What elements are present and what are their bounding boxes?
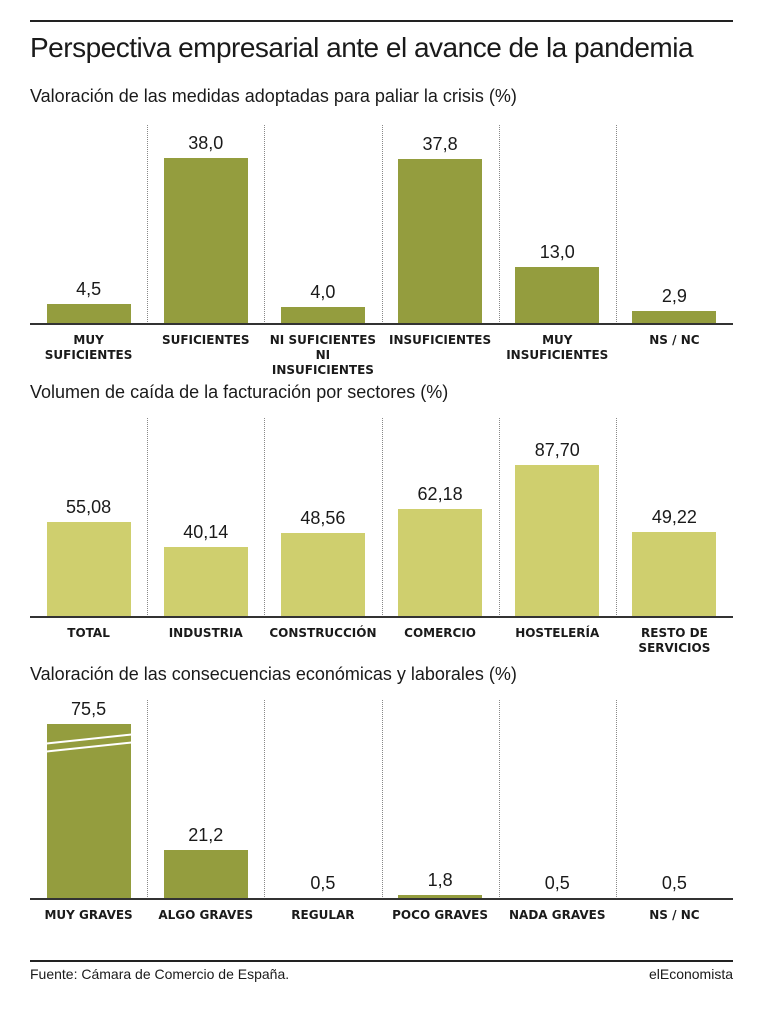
bar (46, 521, 131, 617)
category-label: INDUSTRIA (168, 626, 243, 640)
category-label: NI SUFICIENTES NI INSUFICIENTES (269, 333, 377, 377)
column-separator (615, 125, 617, 324)
bar (398, 158, 483, 324)
category-label: MUY INSUFICIENTES (506, 333, 609, 362)
bar (398, 509, 483, 617)
column-separator (381, 700, 383, 899)
value-label: 55,08 (66, 496, 112, 517)
value-label: 4,5 (76, 279, 102, 300)
bottom-rule (30, 960, 733, 962)
value-label: 21,2 (188, 824, 224, 845)
value-label: 0,5 (544, 872, 570, 893)
bar (163, 158, 248, 324)
baseline (30, 616, 733, 618)
value-label: 1,8 (427, 869, 453, 890)
column-separator (381, 125, 383, 324)
value-label: 0,5 (661, 872, 687, 893)
column-separator (381, 418, 383, 617)
value-label: 49,22 (651, 506, 697, 527)
top-rule (30, 20, 733, 22)
category-label: SUFICIENTES (161, 333, 250, 347)
column-separator (498, 700, 500, 899)
bar (46, 304, 131, 324)
category-label: NADA GRAVES (509, 908, 606, 922)
bar (280, 306, 365, 324)
chart-subtitle: Volumen de caída de la facturación por s… (30, 382, 449, 402)
category-label: RESTO DE SERVICIOS (638, 626, 711, 655)
category-label: POCO GRAVES (392, 908, 489, 922)
column-separator (147, 418, 149, 617)
brand: elEconomista (648, 966, 733, 982)
chart-subtitle: Valoración de las medidas adoptadas para… (30, 86, 517, 106)
value-label: 2,9 (661, 286, 687, 307)
category-label: CONSTRUCCIÓN (269, 626, 377, 640)
category-label: ALGO GRAVES (158, 908, 254, 922)
bar (163, 547, 248, 617)
column-separator (615, 700, 617, 899)
category-label: NS / NC (649, 908, 700, 922)
bar (515, 267, 600, 324)
value-label: 48,56 (300, 507, 346, 528)
main-title: Perspectiva empresarial ante el avance d… (30, 32, 694, 63)
category-label: MUY GRAVES (44, 908, 133, 922)
value-label: 37,8 (422, 133, 458, 154)
category-label: NS / NC (649, 333, 700, 347)
value-label: 0,5 (310, 872, 336, 893)
baseline (30, 898, 733, 900)
column-separator (264, 125, 266, 324)
bar (163, 849, 248, 899)
value-label: 40,14 (183, 522, 229, 543)
bar (515, 465, 600, 617)
column-separator (147, 700, 149, 899)
source: Fuente: Cámara de Comercio de España. (30, 966, 290, 982)
category-label: REGULAR (291, 908, 355, 922)
chart-subtitle: Valoración de las consecuencias económic… (30, 664, 517, 684)
column-separator (264, 418, 266, 617)
bar (280, 532, 365, 617)
bar (398, 894, 483, 899)
category-label: MUY SUFICIENTES (44, 333, 133, 362)
bar (632, 531, 717, 617)
category-label: TOTAL (67, 626, 110, 640)
column-separator (498, 125, 500, 324)
value-label: 87,70 (534, 440, 580, 460)
value-label: 62,18 (417, 484, 463, 505)
value-label: 13,0 (539, 242, 575, 263)
bar (44, 724, 133, 899)
column-separator (147, 125, 149, 324)
category-label: INSUFICIENTES (389, 333, 492, 347)
bar (632, 311, 717, 324)
value-label: 75,5 (71, 699, 107, 719)
column-separator (615, 418, 617, 617)
baseline (30, 323, 733, 325)
category-label: HOSTELERÍA (515, 626, 600, 640)
category-label: COMERCIO (404, 626, 476, 640)
column-separator (498, 418, 500, 617)
value-label: 38,0 (188, 133, 224, 153)
column-separator (264, 700, 266, 899)
value-label: 4,0 (310, 281, 336, 302)
